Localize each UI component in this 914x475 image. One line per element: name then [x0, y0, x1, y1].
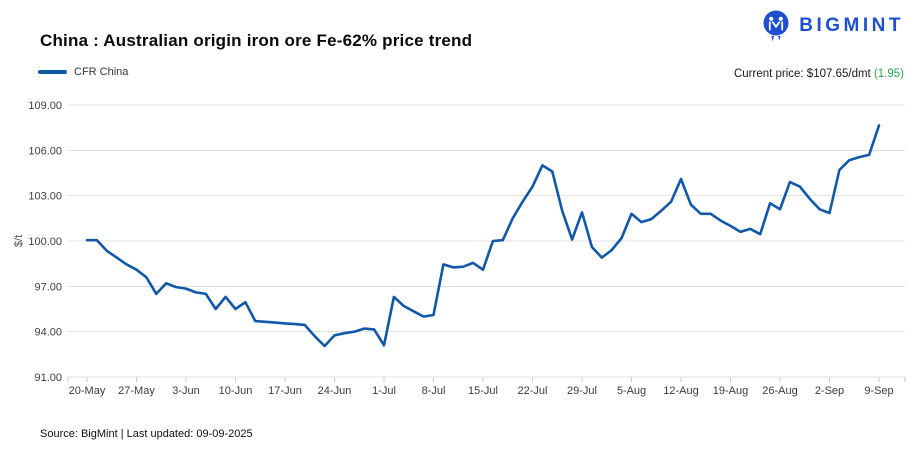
- y-axis-label: 106.00: [28, 145, 62, 157]
- y-axis-label: 103.00: [28, 191, 62, 203]
- x-axis-label: 12-Aug: [663, 385, 698, 397]
- bigmint-logo-icon: [763, 10, 789, 42]
- price-line-cfr-china[interactable]: [85, 124, 881, 348]
- x-axis-label: 2-Sep: [815, 385, 844, 397]
- current-price-label: Current price: $107.65/dmt: [733, 68, 871, 80]
- x-axis-label: 5-Aug: [617, 385, 646, 397]
- current-price: Current price: $107.65/dmt (1.95): [734, 68, 904, 80]
- x-axis-label: 8-Jul: [422, 385, 446, 397]
- x-axis-label: 27-May: [118, 385, 155, 397]
- source-note: Source: BigMint | Last updated: 09-09-20…: [40, 428, 253, 440]
- x-axis-label: 19-Aug: [713, 385, 748, 397]
- y-axis-label: 91.00: [34, 372, 62, 384]
- y-axis-label: 100.00: [28, 236, 62, 248]
- legend-label: CFR China: [74, 66, 129, 78]
- bigmint-logo: BIGMINT: [761, 9, 904, 43]
- x-axis-label: 17-Jun: [268, 385, 302, 397]
- x-axis-label: 24-Jun: [318, 385, 352, 397]
- legend-item-cfr-china[interactable]: CFR China: [38, 66, 128, 78]
- y-axis-title: $/t: [13, 235, 25, 247]
- x-axis-label: 20-May: [69, 385, 106, 397]
- legend-line-swatch: [38, 70, 67, 74]
- x-axis-label: 26-Aug: [762, 385, 797, 397]
- current-price-change: (1.95): [873, 68, 904, 80]
- chart-title: China : Australian origin iron ore Fe-62…: [40, 31, 473, 50]
- y-axis-label: 109.00: [28, 100, 62, 112]
- x-axis-label: 1-Jul: [372, 385, 396, 397]
- x-axis-label: 22-Jul: [518, 385, 548, 397]
- x-axis-label: 29-Jul: [567, 385, 597, 397]
- x-axis-label: 15-Jul: [468, 385, 498, 397]
- x-axis-label: 10-Jun: [219, 385, 253, 397]
- x-axis-label: 3-Jun: [172, 385, 200, 397]
- y-axis-label: 94.00: [34, 327, 62, 339]
- x-axis-label: 9-Sep: [864, 385, 893, 397]
- y-axis-label: 97.00: [34, 281, 62, 293]
- bigmint-logo-text: BIGMINT: [799, 15, 904, 36]
